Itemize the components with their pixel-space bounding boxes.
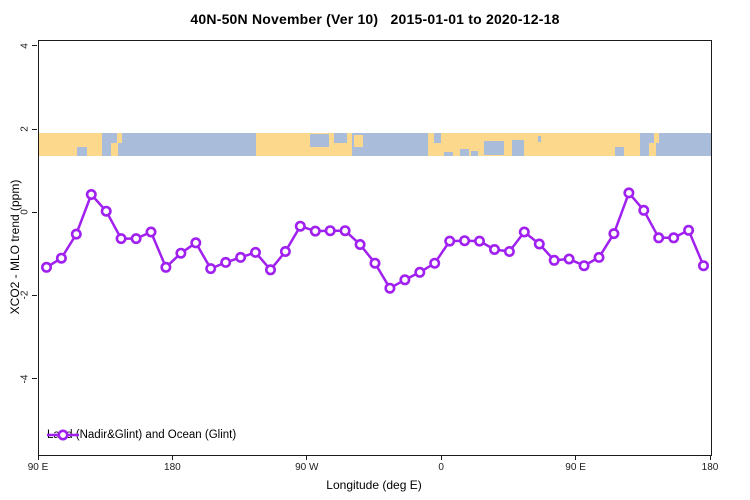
legend-label: Land (Nadir&Glint) and Ocean (Glint) (47, 429, 237, 441)
data-point-marker (444, 235, 456, 247)
data-point-marker (294, 220, 306, 232)
series-line (45, 191, 705, 290)
data-point-marker (190, 237, 202, 249)
map-ocean-patch (470, 151, 479, 156)
x-tick-mark (306, 455, 308, 460)
data-line-svg (41, 187, 709, 294)
x-tick-label: 90 W (295, 462, 319, 473)
y-tick-mark (32, 211, 37, 213)
data-point-marker (55, 252, 67, 264)
x-tick-label: 90 E (565, 462, 586, 473)
map-ocean-patch (537, 136, 541, 143)
data-point-marker (145, 226, 157, 238)
x-tick-mark (37, 455, 39, 460)
map-ocean-patch (512, 139, 524, 156)
y-tick-label: 0 (19, 209, 31, 216)
data-point-marker (638, 204, 650, 216)
data-point-marker (41, 261, 52, 273)
map-land-patch (111, 142, 119, 156)
data-point-marker (70, 228, 82, 240)
data-point-marker (160, 261, 172, 273)
data-point-marker (130, 233, 142, 245)
data-point-marker (414, 266, 426, 278)
map-ocean-patch (333, 132, 347, 144)
data-point-marker (175, 247, 187, 259)
x-tick-mark (440, 455, 442, 460)
legend: Land (Nadir&Glint) and Ocean (Glint) (47, 429, 236, 441)
chart-title: 40N-50N November (Ver 10) 2015-01-01 to … (190, 11, 560, 27)
y-tick-label: 2 (19, 126, 31, 132)
data-point-marker (697, 260, 709, 272)
data-point-marker (459, 235, 471, 247)
map-ocean-patch (484, 140, 505, 155)
data-point-marker (548, 254, 560, 266)
data-point-marker (399, 274, 411, 286)
y-tick-label: -2 (19, 291, 31, 300)
map-ocean-patch (460, 149, 470, 156)
data-point-marker (250, 246, 262, 258)
data-point-marker (473, 235, 485, 247)
data-point-marker (668, 232, 680, 244)
data-point-marker (563, 253, 575, 265)
y-tick-mark (32, 45, 37, 47)
data-point-marker (309, 225, 321, 237)
map-land-patch (654, 132, 660, 143)
data-point-marker (518, 226, 530, 238)
y-tick-mark (32, 294, 37, 296)
data-point-marker (683, 224, 695, 236)
map-ocean-patch (77, 146, 87, 156)
data-point-marker (503, 246, 515, 258)
x-tick-label: 90 E (27, 462, 49, 473)
data-point-marker (369, 257, 381, 269)
legend-marker-icon (47, 429, 79, 441)
data-point-marker (593, 251, 605, 263)
map-land-patch (649, 142, 656, 156)
data-point-marker (578, 260, 590, 272)
data-point-marker (265, 264, 277, 276)
data-point-marker (429, 257, 441, 269)
y-tick-mark (32, 378, 37, 380)
x-tick-mark (575, 455, 577, 460)
data-point-marker (235, 251, 247, 263)
x-tick-label: 180 (164, 462, 181, 473)
data-point-marker (100, 205, 112, 217)
map-ocean-patch (614, 146, 625, 156)
data-point-marker (653, 232, 665, 244)
data-point-marker (205, 263, 217, 275)
map-ocean-patch (443, 151, 453, 156)
x-tick-label: 0 (438, 462, 444, 473)
x-tick-label: 180 (701, 462, 719, 473)
map-land-patch (428, 132, 641, 156)
data-point-marker (384, 282, 396, 294)
map-land-patch (354, 135, 364, 147)
data-point-marker (608, 228, 620, 240)
map-strip (39, 132, 711, 156)
data-point-marker (115, 233, 127, 245)
data-point-marker (623, 187, 635, 199)
data-point-marker (533, 238, 545, 250)
data-point-marker (354, 239, 366, 251)
data-point-marker (324, 225, 336, 237)
data-point-marker (339, 225, 351, 237)
data-point-marker (85, 189, 97, 201)
x-tick-mark (709, 455, 711, 460)
map-land-patch (116, 132, 122, 143)
x-tick-mark (171, 455, 173, 460)
y-tick-label: -4 (19, 374, 31, 384)
plot-area: Land (Nadir&Glint) and Ocean (Glint) (38, 40, 712, 456)
y-tick-mark (32, 128, 37, 130)
data-point-marker (279, 246, 291, 258)
map-ocean-patch (310, 134, 330, 147)
data-point-marker (488, 244, 500, 256)
map-ocean-patch (433, 132, 442, 144)
y-tick-label: 4 (19, 43, 31, 49)
x-axis-label: Longitude (deg E) (326, 478, 422, 492)
data-point-marker (220, 256, 232, 268)
